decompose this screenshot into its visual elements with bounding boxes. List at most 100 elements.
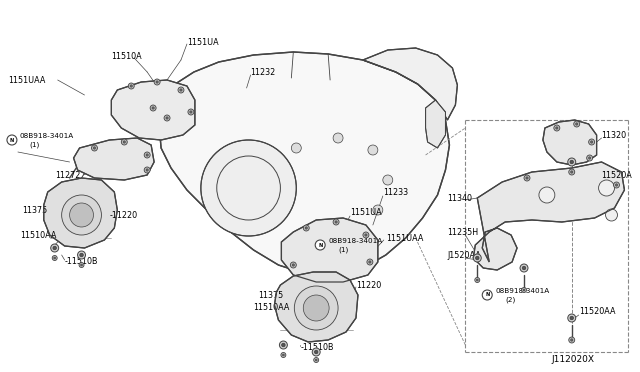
Circle shape [522,266,526,270]
Circle shape [589,139,595,145]
Circle shape [520,264,528,272]
Circle shape [305,227,307,229]
Polygon shape [275,272,358,342]
Polygon shape [282,218,378,282]
Circle shape [524,175,530,181]
Circle shape [7,135,17,145]
Text: 11235H: 11235H [447,228,479,237]
Circle shape [152,107,154,109]
Circle shape [598,180,614,196]
Circle shape [292,264,294,266]
Circle shape [575,123,578,125]
Circle shape [365,234,367,236]
Circle shape [93,147,95,149]
Text: (1): (1) [30,142,40,148]
Text: J112020X: J112020X [552,356,595,365]
Text: 11520A: 11520A [602,170,632,180]
Polygon shape [111,80,195,140]
Circle shape [568,158,576,166]
Circle shape [615,184,618,186]
Text: 11233: 11233 [383,187,408,196]
Circle shape [476,279,478,281]
Circle shape [92,145,97,151]
Circle shape [554,125,560,131]
Circle shape [61,195,101,235]
Text: 11375: 11375 [259,291,284,299]
Circle shape [303,225,309,231]
Circle shape [570,171,573,173]
Text: -11220: -11220 [109,211,138,219]
Text: 08B918-3401A: 08B918-3401A [20,133,74,139]
Text: 11375: 11375 [22,205,47,215]
Circle shape [80,253,83,257]
Text: N: N [10,138,14,142]
Text: 11510AA: 11510AA [253,304,290,312]
Text: 1151UA: 1151UA [187,38,219,46]
Circle shape [188,109,194,115]
Polygon shape [159,52,449,274]
Circle shape [568,314,576,322]
Circle shape [281,353,286,357]
Text: 11520AA: 11520AA [579,308,615,317]
Circle shape [373,205,383,215]
Circle shape [144,152,150,158]
Text: (1): (1) [338,247,348,253]
Circle shape [51,244,59,252]
Polygon shape [426,100,445,148]
Circle shape [383,175,393,185]
Text: 08B918-3401A: 08B918-3401A [495,288,549,294]
Text: -11510B: -11510B [65,257,98,266]
Circle shape [539,187,555,203]
Circle shape [54,257,56,259]
Circle shape [130,85,132,87]
Polygon shape [543,120,596,165]
Circle shape [522,288,527,292]
Circle shape [556,127,558,129]
Circle shape [144,167,150,173]
Circle shape [154,79,160,85]
Circle shape [316,240,325,250]
Circle shape [335,221,337,223]
Circle shape [570,316,573,320]
Text: 11510AA: 11510AA [20,231,56,240]
Circle shape [122,139,127,145]
Text: N: N [318,243,323,247]
Circle shape [53,246,56,250]
Circle shape [483,290,492,300]
Circle shape [164,115,170,121]
Circle shape [368,145,378,155]
Text: 11340: 11340 [447,193,472,202]
Circle shape [570,160,573,164]
Circle shape [294,286,338,330]
Circle shape [180,89,182,91]
Polygon shape [363,48,458,120]
Text: 1151UA: 1151UA [350,208,381,217]
Circle shape [150,105,156,111]
Circle shape [201,140,296,236]
Circle shape [79,263,84,267]
Circle shape [614,182,620,188]
Circle shape [128,83,134,89]
Text: 1151UAA: 1151UAA [8,76,45,84]
Text: 11220: 11220 [356,280,381,289]
Circle shape [166,117,168,119]
Circle shape [367,259,373,265]
Text: -11510B: -11510B [300,343,334,353]
Text: 08B918-3401A: 08B918-3401A [328,238,382,244]
Circle shape [333,219,339,225]
Text: 11232: 11232 [251,67,276,77]
Circle shape [475,278,480,282]
Circle shape [314,357,319,362]
Circle shape [189,111,192,113]
Circle shape [280,341,287,349]
Circle shape [70,203,93,227]
Circle shape [591,141,593,143]
Circle shape [369,261,371,263]
Text: 11320: 11320 [602,131,627,140]
Circle shape [291,143,301,153]
Circle shape [316,359,317,361]
Circle shape [314,350,318,354]
Text: N: N [485,292,490,298]
Circle shape [52,256,57,260]
Circle shape [312,348,320,356]
